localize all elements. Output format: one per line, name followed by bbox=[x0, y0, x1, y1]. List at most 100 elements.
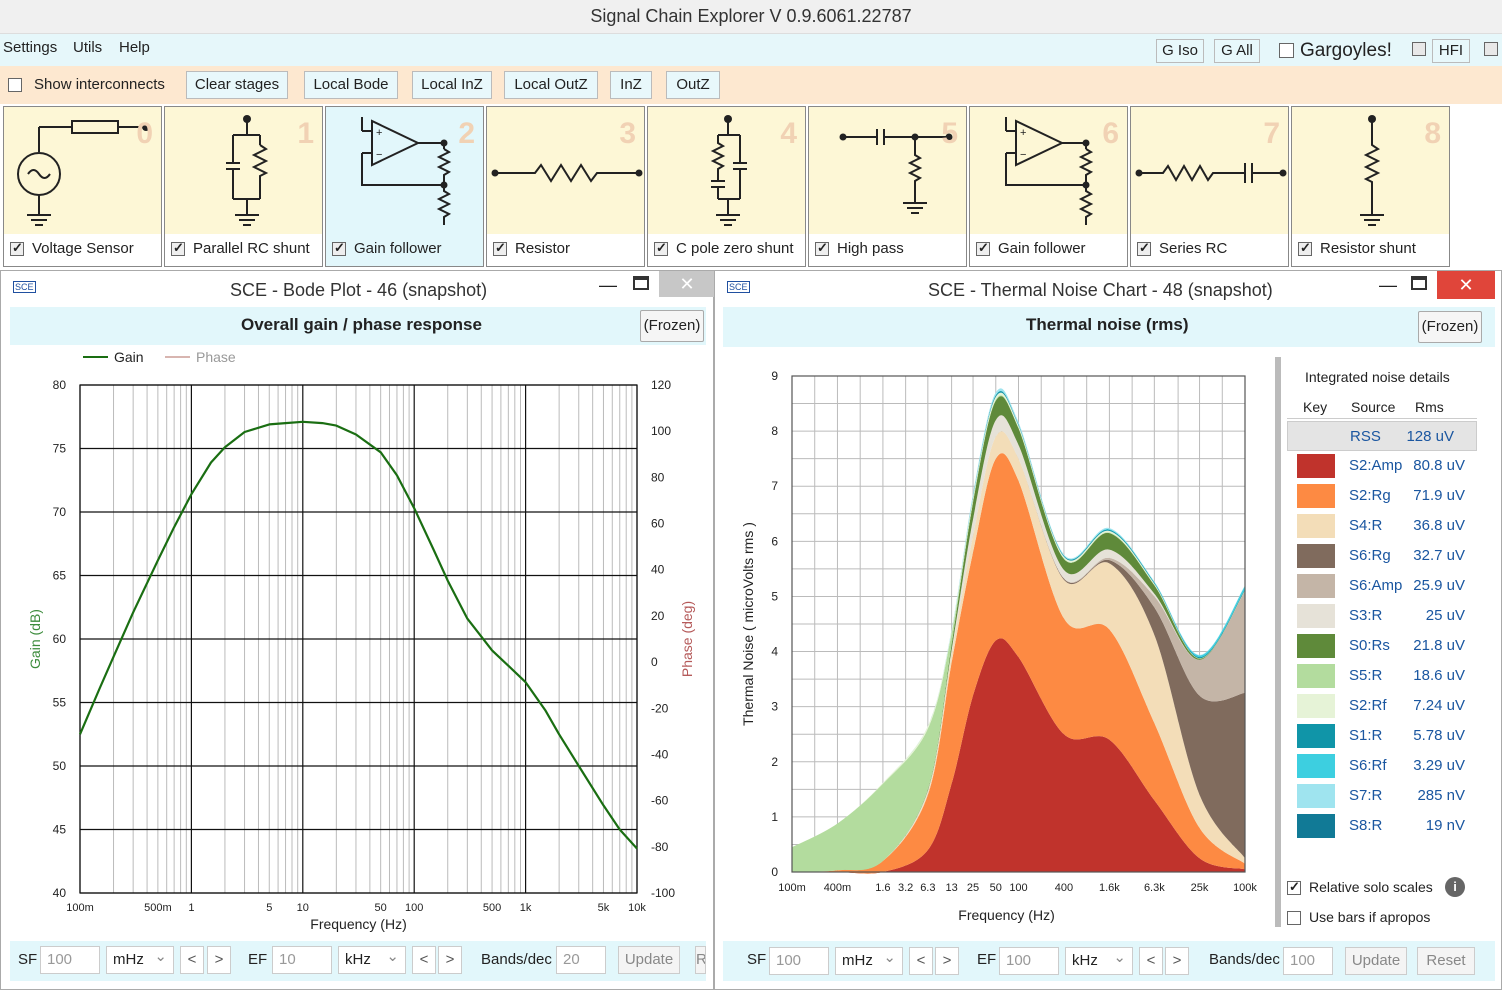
x-tick-label: 5 bbox=[266, 902, 272, 914]
noise-source-row[interactable]: S6:Rg 32.7 uV bbox=[1287, 541, 1487, 571]
stage-3-checkbox[interactable] bbox=[493, 240, 507, 256]
bode-bands-input[interactable]: 20 bbox=[556, 946, 606, 974]
noise-sf-prev-button[interactable]: < bbox=[909, 947, 933, 975]
maximize-icon[interactable] bbox=[1411, 276, 1427, 290]
source-rms: 285 nV bbox=[1417, 787, 1465, 804]
stage-7-series-rc[interactable]: 7 Series RC bbox=[1130, 106, 1289, 267]
stage-6-checkbox[interactable] bbox=[976, 240, 990, 256]
bode-sf-unit-select[interactable]: mHz bbox=[106, 946, 174, 974]
bode-frozen-button[interactable]: (Frozen) bbox=[640, 310, 704, 342]
hfi-button[interactable]: HFI bbox=[1432, 39, 1470, 63]
local-inz-button[interactable]: Local InZ bbox=[412, 71, 492, 99]
noise-bands-label: Bands/dec bbox=[1209, 951, 1280, 968]
show-interconnects-checkbox[interactable] bbox=[8, 78, 22, 92]
menu-help[interactable]: Help bbox=[119, 39, 150, 56]
noise-source-row[interactable]: RSS 128 uV bbox=[1287, 421, 1477, 451]
clear-stages-button[interactable]: Clear stages bbox=[186, 71, 288, 99]
bode-sf-prev-button[interactable]: < bbox=[180, 946, 204, 974]
stage-4-c-pole-zero-shunt[interactable]: 4 C pole zero shunt bbox=[647, 106, 806, 267]
stage-1-parallel-rc-shunt[interactable]: 1 Parallel RC shunt bbox=[164, 106, 323, 267]
noise-source-row[interactable]: S3:R 25 uV bbox=[1287, 601, 1487, 631]
bode-reset-button[interactable]: R bbox=[695, 946, 706, 974]
stage-2-gain-follower[interactable]: +− 2 Gain follower bbox=[325, 106, 484, 267]
noise-ef-prev-button[interactable]: < bbox=[1139, 947, 1163, 975]
noise-source-row[interactable]: S2:Amp 80.8 uV bbox=[1287, 451, 1487, 481]
bode-sf-next-button[interactable]: > bbox=[207, 946, 231, 974]
noise-source-row[interactable]: S0:Rs 21.8 uV bbox=[1287, 631, 1487, 661]
stage-5-checkbox[interactable] bbox=[815, 240, 829, 256]
noise-reset-button[interactable]: Reset bbox=[1417, 947, 1475, 975]
stage-3-resistor[interactable]: 3 Resistor bbox=[486, 106, 645, 267]
stage-4-checkbox[interactable] bbox=[654, 240, 668, 256]
relative-solo-checkbox[interactable] bbox=[1287, 879, 1301, 895]
close-icon[interactable]: ✕ bbox=[659, 271, 715, 297]
noise-sf-next-button[interactable]: > bbox=[935, 947, 959, 975]
use-bars-checkbox[interactable] bbox=[1287, 911, 1301, 925]
noise-source-row[interactable]: S7:R 285 nV bbox=[1287, 781, 1487, 811]
noise-source-row[interactable]: S4:R 36.8 uV bbox=[1287, 511, 1487, 541]
noise-update-button[interactable]: Update bbox=[1345, 947, 1407, 975]
local-bode-button[interactable]: Local Bode bbox=[304, 71, 398, 99]
menu-settings[interactable]: Settings bbox=[3, 39, 58, 56]
menu-utils[interactable]: Utils bbox=[73, 39, 103, 56]
local-outz-button[interactable]: Local OutZ bbox=[504, 71, 598, 99]
noise-ef-next-button[interactable]: > bbox=[1165, 947, 1189, 975]
noise-sf-unit-select[interactable]: mHz bbox=[835, 947, 903, 975]
menu-bar: Settings Utils Help G Iso G All Gargoyle… bbox=[0, 34, 1502, 66]
splitter[interactable] bbox=[1275, 357, 1281, 927]
maximize-icon[interactable] bbox=[633, 276, 649, 290]
stage-8-checkbox[interactable] bbox=[1298, 240, 1312, 256]
stage-2-label: Gain follower bbox=[354, 240, 442, 257]
bode-ef-label: EF bbox=[248, 951, 268, 968]
noise-source-row[interactable]: S6:Rf 3.29 uV bbox=[1287, 751, 1487, 781]
noise-ef-unit-select[interactable]: kHz bbox=[1065, 947, 1133, 975]
noise-source-row[interactable]: S2:Rf 7.24 uV bbox=[1287, 691, 1487, 721]
noise-sf-input[interactable]: 100 bbox=[769, 947, 829, 975]
minimize-icon[interactable]: — bbox=[599, 275, 617, 295]
extra-checkbox[interactable] bbox=[1484, 42, 1498, 56]
g-iso-button[interactable]: G Iso bbox=[1156, 39, 1204, 63]
hfi-checkbox[interactable] bbox=[1412, 42, 1426, 56]
app-title: Signal Chain Explorer V 0.9.6061.22787 bbox=[590, 6, 912, 26]
x-tick-label: 100 bbox=[1009, 882, 1027, 894]
stage-0-checkbox[interactable] bbox=[10, 240, 24, 256]
noise-source-row[interactable]: S5:R 18.6 uV bbox=[1287, 661, 1487, 691]
bode-sf-input[interactable]: 100 bbox=[40, 946, 100, 974]
bode-window-titlebar[interactable]: SCE SCE - Bode Plot - 46 (snapshot) — ✕ bbox=[1, 271, 715, 307]
noise-bands-input[interactable]: 100 bbox=[1283, 947, 1333, 975]
noise-source-row[interactable]: S1:R 5.78 uV bbox=[1287, 721, 1487, 751]
noise-ef-input[interactable]: 100 bbox=[999, 947, 1059, 975]
minimize-icon[interactable]: — bbox=[1379, 275, 1397, 295]
gargoyles-checkbox[interactable] bbox=[1279, 43, 1294, 58]
stage-2-checkbox[interactable] bbox=[332, 240, 346, 256]
stage-0-voltage-sensor[interactable]: 0 Voltage Sensor bbox=[3, 106, 162, 267]
gargoyles-label: Gargoyles! bbox=[1300, 40, 1392, 61]
noise-area-s5-r bbox=[792, 395, 1245, 872]
stage-6-gain-follower[interactable]: +− 6 Gain follower bbox=[969, 106, 1128, 267]
bode-ef-unit-select[interactable]: kHz bbox=[338, 946, 406, 974]
stage-7-checkbox[interactable] bbox=[1137, 240, 1151, 256]
inz-button[interactable]: InZ bbox=[610, 71, 652, 99]
stage-5-high-pass[interactable]: 5 High pass bbox=[808, 106, 967, 267]
noise-window-titlebar[interactable]: SCE SCE - Thermal Noise Chart - 48 (snap… bbox=[715, 271, 1501, 307]
outz-button[interactable]: OutZ bbox=[666, 71, 720, 99]
stage-7-label: Series RC bbox=[1159, 240, 1228, 257]
noise-source-row[interactable]: S8:R 19 nV bbox=[1287, 811, 1487, 841]
noise-frozen-button[interactable]: (Frozen) bbox=[1418, 311, 1482, 343]
bode-ef-next-button[interactable]: > bbox=[438, 946, 462, 974]
stage-1-checkbox[interactable] bbox=[171, 240, 185, 256]
source-name: S0:Rs bbox=[1349, 637, 1390, 654]
stage-8-resistor-shunt[interactable]: 8 Resistor shunt bbox=[1291, 106, 1450, 267]
noise-source-row[interactable]: S6:Amp 25.9 uV bbox=[1287, 571, 1487, 601]
bode-ef-prev-button[interactable]: < bbox=[412, 946, 436, 974]
bode-ef-input[interactable]: 10 bbox=[272, 946, 332, 974]
info-icon[interactable]: i bbox=[1445, 877, 1465, 897]
y-tick-label: 7 bbox=[771, 479, 778, 493]
bode-plot-window: SCE SCE - Bode Plot - 46 (snapshot) — ✕ … bbox=[0, 270, 715, 990]
stage-1-number: 1 bbox=[297, 117, 314, 150]
noise-source-row[interactable]: S2:Rg 71.9 uV bbox=[1287, 481, 1487, 511]
bode-update-button[interactable]: Update bbox=[618, 946, 680, 974]
close-icon[interactable]: ✕ bbox=[1437, 271, 1495, 299]
g-all-button[interactable]: G All bbox=[1214, 39, 1260, 63]
